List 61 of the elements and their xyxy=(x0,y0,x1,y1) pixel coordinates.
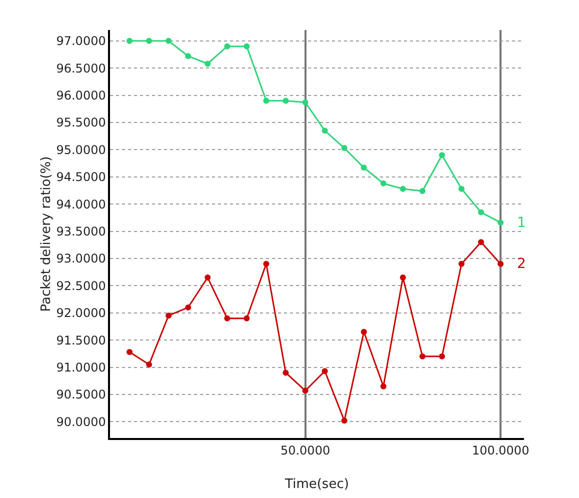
y-tick-label: 94.0000 xyxy=(56,197,106,212)
point xyxy=(146,38,152,44)
point xyxy=(185,304,192,310)
point xyxy=(341,418,348,424)
y-tick-label: 97.0000 xyxy=(56,34,106,48)
point xyxy=(126,38,133,44)
y-tick-label: 90.5000 xyxy=(56,388,106,402)
point xyxy=(419,353,426,360)
point xyxy=(166,38,172,44)
point xyxy=(478,239,484,246)
point xyxy=(322,128,328,134)
point xyxy=(204,274,211,281)
point xyxy=(360,328,367,335)
point xyxy=(224,43,230,50)
point xyxy=(244,315,250,322)
point xyxy=(185,53,192,60)
y-axis-title: Packet delivery ratio(%) xyxy=(39,156,54,312)
point xyxy=(380,383,386,390)
x-axis-title: Time(sec) xyxy=(284,477,349,492)
point xyxy=(360,164,367,171)
y-tick-label: 91.0000 xyxy=(56,360,106,374)
x-tick-label: 50.0000 xyxy=(280,443,330,458)
point xyxy=(166,312,172,319)
x-tick-label: 100.0000 xyxy=(472,443,530,458)
y-tick-label: 92.5000 xyxy=(56,278,106,293)
point xyxy=(302,388,308,394)
point xyxy=(478,209,484,216)
point xyxy=(400,186,406,192)
point xyxy=(263,260,270,267)
point xyxy=(498,220,504,226)
point xyxy=(438,353,445,360)
point xyxy=(498,260,504,267)
point xyxy=(146,362,152,368)
point xyxy=(263,98,270,104)
y-tick-label: 93.5000 xyxy=(56,224,106,238)
y-tick-label: 90.0000 xyxy=(56,414,106,429)
point xyxy=(282,370,289,376)
point xyxy=(244,43,250,50)
point xyxy=(126,349,133,356)
y-tick-label: 96.0000 xyxy=(56,88,106,102)
point xyxy=(322,368,328,374)
y-tick-label: 95.0000 xyxy=(56,142,106,157)
y-tick-label: 92.0000 xyxy=(56,306,106,320)
point xyxy=(400,274,406,281)
y-tick-label: 95.5000 xyxy=(56,116,106,130)
series-label: 1 xyxy=(517,215,526,231)
series-label: 2 xyxy=(517,256,526,272)
y-tick-label: 93.0000 xyxy=(56,252,106,266)
point xyxy=(438,152,445,158)
y-tick-label: 96.5000 xyxy=(56,61,106,76)
point xyxy=(282,98,289,104)
point xyxy=(204,60,211,67)
point xyxy=(458,186,465,192)
point xyxy=(224,315,230,322)
y-tick-label: 94.5000 xyxy=(56,170,106,184)
point xyxy=(419,188,426,194)
point xyxy=(458,260,465,267)
y-tick-label: 91.5000 xyxy=(56,333,106,348)
point xyxy=(341,145,348,152)
point xyxy=(380,180,386,186)
point xyxy=(302,99,308,106)
